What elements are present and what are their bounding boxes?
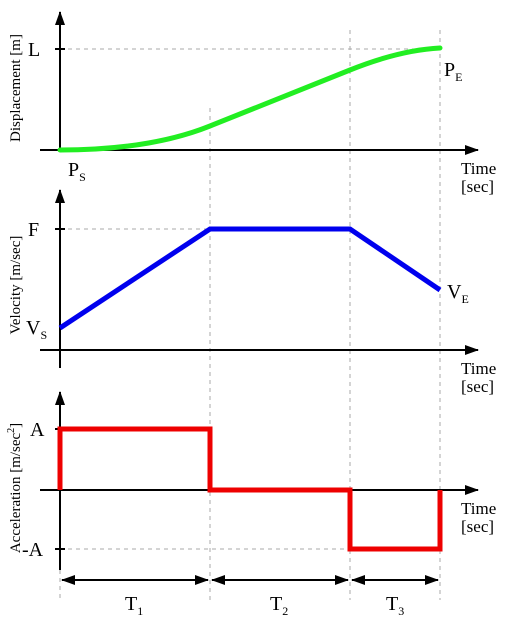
displacement-time-label: Time xyxy=(461,159,496,178)
interval-arrows: T1 T2 T3 xyxy=(61,575,439,618)
velocity-end-label: VE xyxy=(447,281,469,306)
displacement-start-label: PS xyxy=(68,159,86,184)
acceleration-panel: A -A Acceleration [m/sec2] Time [sec] xyxy=(6,391,496,570)
velocity-panel: F Velocity [m/sec] Time [sec] VS VE xyxy=(8,189,496,396)
acceleration-time-label: Time xyxy=(461,499,496,518)
interval-t1-label: T1 xyxy=(125,593,143,618)
interval-t2-label: T2 xyxy=(270,593,288,618)
phase-guides xyxy=(59,30,441,600)
velocity-curve xyxy=(58,226,442,331)
displacement-l-label: L xyxy=(28,39,40,61)
velocity-f-label: F xyxy=(28,219,39,241)
acceleration-curve xyxy=(57,426,443,552)
displacement-sec-label: [sec] xyxy=(461,177,494,196)
displacement-panel: L Displacement [m] Time [sec] PS PE xyxy=(8,11,496,196)
acceleration-neg-a-label: -A xyxy=(22,539,44,561)
interval-t3-label: T3 xyxy=(386,593,404,618)
velocity-time-label: Time xyxy=(461,359,496,378)
acceleration-sec-label: [sec] xyxy=(461,517,494,536)
displacement-end-label: PE xyxy=(444,59,462,84)
displacement-axis-title: Displacement [m] xyxy=(8,34,24,142)
acceleration-axis-title: Acceleration [m/sec2] xyxy=(6,423,24,553)
acceleration-a-label: A xyxy=(30,419,45,441)
velocity-axis-title: Velocity [m/sec] xyxy=(8,236,24,335)
velocity-sec-label: [sec] xyxy=(461,377,494,396)
displacement-curve xyxy=(57,45,443,153)
velocity-start-label: VS xyxy=(26,317,47,342)
